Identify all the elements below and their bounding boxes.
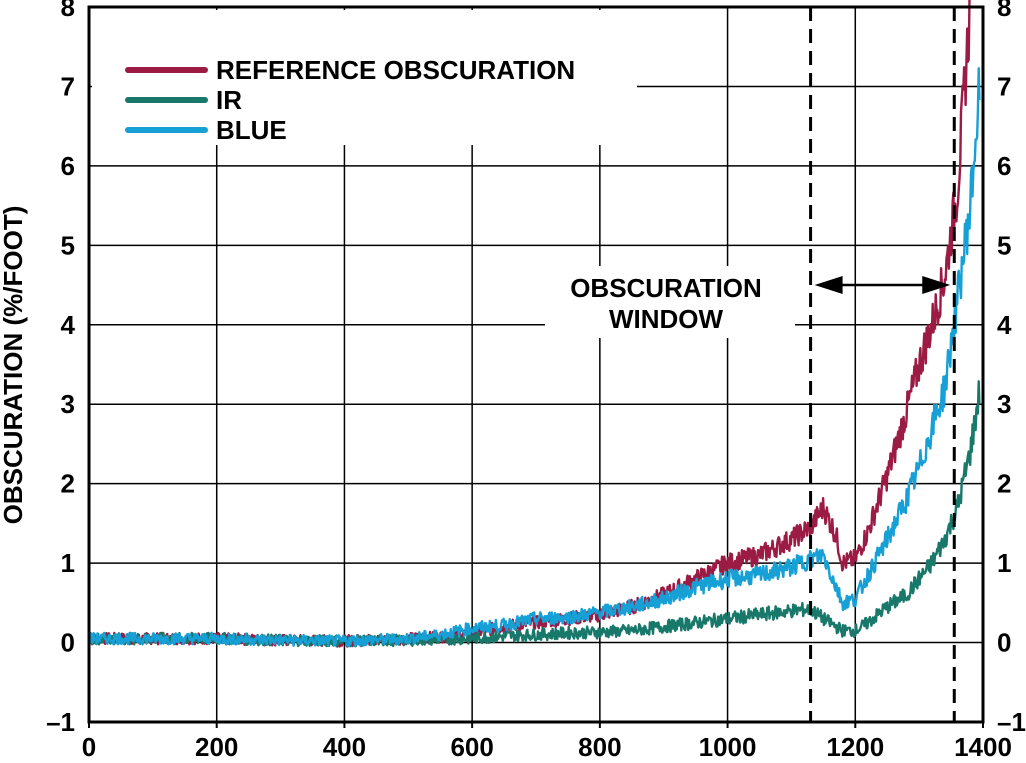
y-tick-label-right: 2	[997, 469, 1011, 499]
legend-label: BLUE	[216, 115, 287, 145]
x-tick-label: 200	[195, 732, 238, 762]
y-tick-label-right: –1	[997, 707, 1026, 737]
y-tick-label-right: 1	[997, 548, 1011, 578]
axes: 0 200 400 600 800 1000 1200 1400876543210–18765…	[46, 0, 1026, 762]
window-arrow-right-head	[922, 276, 951, 294]
y-tick-label-left: 2	[61, 469, 75, 499]
legend-label: REFERENCE OBSCURATION	[216, 55, 575, 85]
series-line-blue	[87, 67, 981, 648]
y-tick-label-left: 3	[61, 389, 75, 419]
y-tick-label-left: 7	[61, 71, 75, 101]
x-tick-label: 1000	[699, 732, 757, 762]
x-tick-label: 400	[323, 732, 366, 762]
window-label-bg	[545, 266, 795, 338]
y-tick-label-left: 0	[61, 628, 75, 658]
window-label-line2: WINDOW	[609, 304, 724, 334]
x-tick-label: 600	[450, 732, 493, 762]
plot-frame	[87, 5, 985, 724]
y-tick-label-right: 8	[997, 0, 1011, 22]
window-arrow-left-head	[814, 276, 843, 294]
y-tick-label-right: 3	[997, 389, 1011, 419]
y-tick-label-right: 4	[997, 310, 1012, 340]
y-tick-label-left: –1	[46, 707, 75, 737]
y-tick-label-right: 6	[997, 151, 1011, 181]
y-tick-label-left: 8	[61, 0, 75, 22]
y-tick-label-left: 5	[61, 230, 75, 260]
y-axis-title: OBSCURATION (%/FOOT)	[0, 206, 28, 525]
y-tick-label-left: 4	[61, 310, 76, 340]
x-tick-label: 0	[82, 732, 96, 762]
legend-label: IR	[216, 85, 242, 115]
x-tick-label: 800	[578, 732, 621, 762]
y-tick-label-right: 7	[997, 71, 1011, 101]
window-label-line1: OBSCURATION	[570, 273, 762, 303]
y-tick-label-left: 1	[61, 548, 75, 578]
y-tick-label-left: 6	[61, 151, 75, 181]
y-tick-label-right: 5	[997, 230, 1011, 260]
series-layer	[87, 0, 981, 648]
y-tick-label-right: 0	[997, 628, 1011, 658]
x-tick-label: 1400	[954, 732, 1012, 762]
x-tick-label: 1200	[826, 732, 884, 762]
legend-bg	[92, 10, 637, 145]
